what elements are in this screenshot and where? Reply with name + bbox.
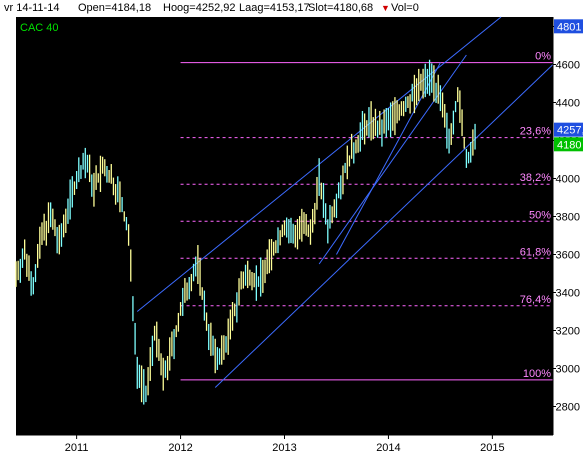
x-tick-label: 2012 [168,442,192,454]
price-tag-label: 4180 [557,139,581,151]
y-tick-label: 3600 [556,250,580,262]
fib-label: 23,6% [520,126,551,138]
symbol-label: CAC 40 [20,22,59,34]
header-high: Hoog=4252,92 [163,2,236,14]
price-tag-label: 4801 [557,21,581,33]
x-tick-label: 2015 [480,442,504,454]
trendline [214,64,554,388]
x-tick-label: 2014 [376,442,400,454]
x-axis: 2011 2012 2013 2014 2015 [16,434,553,454]
header-volume: Vol=0 [391,2,419,14]
price-tag [554,137,583,152]
y-tick-label: 4000 [556,174,580,186]
header-low: Laag=4153,17 [239,2,310,14]
fibonacci-levels: 0% 23,6% 38,2% 50% 61,8% 76,4% 100% [180,51,553,381]
y-tick-label: 2800 [556,402,580,414]
header-close: Slot=4180,68 [308,2,374,14]
y-tick-label: 3000 [556,364,580,376]
y-tick-label: 3800 [556,212,580,224]
y-tick-label: 4400 [556,98,580,110]
header-date: vr 14-11-14 [4,2,60,14]
y-tick-label: 3200 [556,326,580,338]
fib-label: 38,2% [520,172,551,184]
fib-label: 0% [535,51,551,63]
y-tick-label: 4600 [556,60,580,72]
down-arrow-icon: ▼ [381,3,390,13]
x-tick-label: 2011 [65,442,89,454]
x-tick-label: 2013 [272,442,296,454]
fib-label: 76,4% [520,294,551,306]
trendline [318,54,467,265]
fib-label: 50% [529,209,551,221]
price-tag-label: 4257, [557,125,583,137]
fib-label: 100% [523,368,551,380]
fib-label: 61,8% [520,246,551,258]
header-open: Open=4184,18 [78,2,152,14]
y-axis: 2800300032003400360038004000420044004600… [552,17,583,435]
y-axis-panel [553,17,583,435]
price-tag [554,122,583,137]
price-bars [15,59,476,405]
ohlc-header: vr 14-11-14 Open=4184,18 Hoog=4252,92 La… [0,0,583,17]
y-tick-label: 3400 [556,288,580,300]
price-tag [554,19,583,34]
